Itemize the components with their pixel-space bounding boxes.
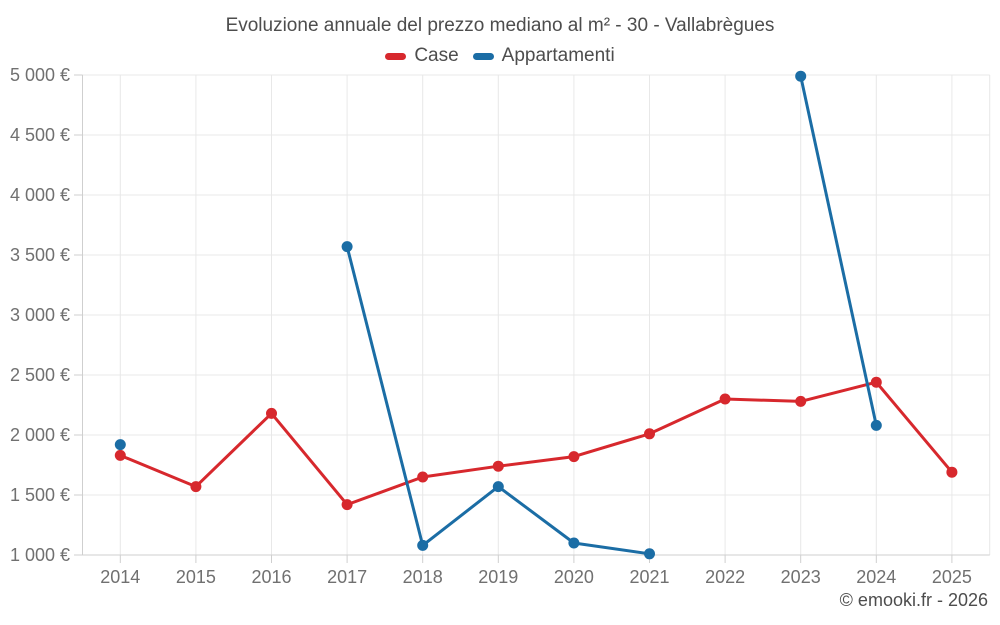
x-axis-label: 2014: [100, 567, 140, 587]
y-axis-label: 4 000 €: [10, 185, 70, 205]
data-point-case-2015[interactable]: [190, 481, 202, 493]
y-grid-layer: 1 000 € 1 500 € 2 000 € 2 500 € 3 000 € 3 500…: [10, 65, 990, 565]
x-axis-label: 2016: [251, 567, 291, 587]
x-axis-label: 2015: [176, 567, 216, 587]
chart-title: Evoluzione annuale del prezzo mediano al…: [225, 15, 775, 36]
data-point-case-2016[interactable]: [266, 407, 277, 419]
x-axis-label: 2024: [856, 567, 896, 587]
x-axis-label: 2020: [554, 567, 594, 587]
x-axis-label: 2025: [932, 567, 972, 587]
data-point-case-2017[interactable]: [341, 499, 353, 511]
copyright: © emooki.fr - 2026: [839, 590, 988, 610]
y-axis-label: 2 000 €: [10, 425, 70, 445]
data-point-appartamenti-2020[interactable]: [568, 537, 580, 549]
x-axis-label: 2022: [705, 567, 745, 587]
data-point-appartamenti-2014[interactable]: [114, 439, 126, 451]
data-point-case-2021[interactable]: [644, 428, 655, 440]
case-series-swatch-icon: [385, 52, 407, 60]
data-point-case-2014[interactable]: [114, 449, 126, 461]
y-axis-label: 1 000 €: [10, 545, 70, 565]
data-point-appartamenti-2021[interactable]: [644, 548, 655, 560]
y-axis-label: 4 500 €: [10, 125, 70, 145]
x-axis-label: 2017: [327, 567, 367, 587]
appartamenti-series-swatch-icon: [472, 52, 494, 60]
data-point-case-2022[interactable]: [719, 393, 731, 405]
data-point-appartamenti-2018[interactable]: [417, 539, 429, 551]
legend-label-appartamenti: Appartamenti: [501, 45, 615, 66]
data-point-case-2019[interactable]: [492, 460, 504, 472]
data-point-appartamenti-2023[interactable]: [795, 70, 807, 82]
x-axis-label: 2018: [403, 567, 443, 587]
legend-item-case[interactable]: Case: [385, 45, 459, 67]
x-axis-label: 2021: [629, 567, 669, 587]
data-point-case-2018[interactable]: [417, 471, 429, 483]
x-axis-label: 2023: [781, 567, 821, 587]
series-case: [114, 376, 958, 511]
chart-legend: Case Appartamenti: [0, 45, 1000, 67]
y-axis-label: 3 000 €: [10, 305, 70, 325]
data-point-case-2024[interactable]: [870, 376, 882, 388]
y-axis-label: 3 500 €: [10, 245, 70, 265]
series-appartamenti-line: [799, 74, 878, 427]
series-case-line: [118, 380, 954, 507]
y-axis-label: 5 000 €: [10, 65, 70, 85]
legend-item-appartamenti[interactable]: Appartamenti: [472, 45, 615, 67]
data-point-case-2023[interactable]: [795, 395, 807, 407]
legend-label-case: Case: [414, 45, 459, 66]
data-point-appartamenti-2019[interactable]: [492, 481, 504, 493]
x-axis-label: 2019: [478, 567, 518, 587]
data-point-case-2025[interactable]: [946, 466, 958, 478]
data-point-case-2020[interactable]: [568, 451, 580, 463]
x-grid-layer: 2014 2015 2016 2017 2018 2019 2020 2021 2022 2023…: [100, 75, 991, 587]
data-point-appartamenti-2017[interactable]: [341, 241, 353, 253]
y-axis-label: 2 500 €: [10, 365, 70, 385]
series-appartamenti: [114, 70, 882, 560]
data-point-appartamenti-2024[interactable]: [870, 419, 882, 431]
y-axis-label: 1 500 €: [10, 485, 70, 505]
